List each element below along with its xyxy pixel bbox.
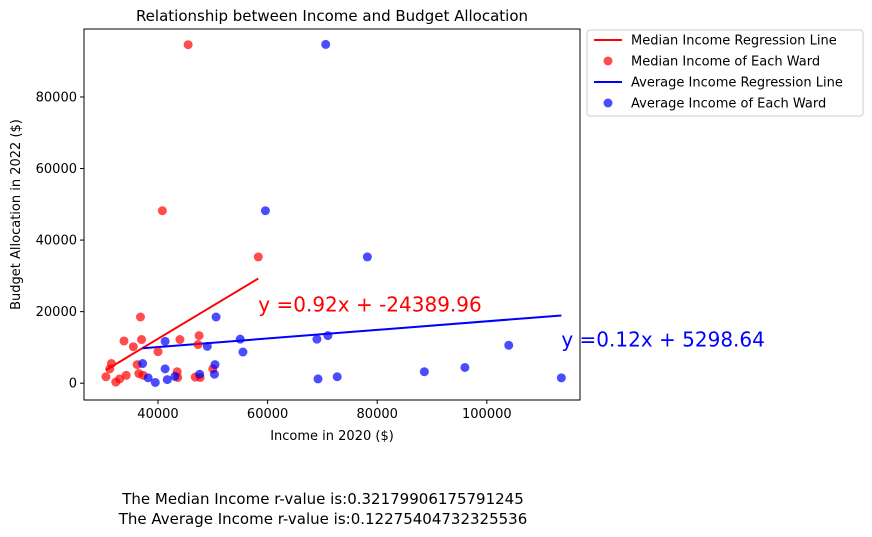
scatter-point (312, 334, 322, 344)
legend-label: Median Income of Each Ward (631, 55, 820, 70)
scatter-point (128, 342, 138, 352)
scatter-point (260, 206, 270, 216)
legend-label: Average Income of Each Ward (631, 97, 826, 112)
median-r-value-text: The Median Income r-value is:0.321799061… (122, 490, 524, 508)
regression-equation: y =0.92x + -24389.96 (258, 293, 481, 317)
scatter-point (175, 335, 185, 345)
legend-marker-swatch (603, 56, 613, 66)
scatter-point (238, 347, 248, 357)
scatter-point (143, 373, 153, 383)
scatter-point (121, 370, 131, 380)
scatter-point (193, 340, 203, 350)
scatter-point (253, 252, 263, 262)
x-axis-label: Income in 2020 ($) (270, 429, 394, 444)
legend-marker-swatch (603, 98, 613, 108)
scatter-point (153, 347, 163, 357)
scatter-point (323, 331, 333, 341)
scatter-point (157, 206, 167, 216)
y-tick-label: 40000 (36, 234, 77, 249)
regression-line (142, 314, 562, 350)
scatter-point (135, 312, 145, 322)
x-tick-label: 40000 (137, 407, 178, 422)
scatter-point (160, 336, 170, 346)
scatter-point (556, 373, 566, 383)
scatter-point (160, 364, 170, 374)
legend-label: Median Income Regression Line (631, 34, 837, 49)
scatter-point (362, 252, 372, 262)
legend-box (586, 29, 864, 117)
scatter-point (210, 360, 220, 370)
scatter-point (504, 340, 514, 350)
scatter-point (137, 335, 147, 345)
scatter-point (202, 341, 212, 351)
scatter-point (194, 331, 204, 341)
average-r-value-text: The Average Income r-value is:0.12275404… (118, 510, 528, 528)
y-tick-label: 80000 (36, 90, 77, 105)
scatter-point (195, 369, 205, 379)
scatter-point (119, 336, 129, 346)
x-tick-label: 80000 (357, 407, 398, 422)
regression-equation: y =0.12x + 5298.64 (561, 327, 765, 351)
y-axis-label: Budget Allocation in 2022 ($) (9, 119, 24, 310)
scatter-point (313, 374, 323, 384)
scatter-point (150, 377, 160, 387)
scatter-point (170, 371, 180, 381)
scatter-point (332, 372, 342, 382)
regression-line (105, 277, 259, 371)
scatter-point (101, 372, 111, 382)
scatter-point (162, 375, 172, 385)
scatter-point (106, 359, 116, 369)
scatter-point (115, 374, 125, 384)
scatter-point (321, 39, 331, 49)
legend-label: Average Income Regression Line (631, 76, 843, 91)
scatter-point (211, 312, 221, 322)
scatter-point (460, 362, 470, 372)
scatter-point (138, 359, 148, 369)
y-tick-label: 60000 (36, 162, 77, 177)
y-tick-label: 0 (69, 377, 77, 392)
scatter-point (235, 334, 245, 344)
scatter-point (183, 40, 193, 50)
x-tick-label: 60000 (247, 407, 288, 422)
plot-frame (83, 28, 581, 401)
scatter-point (419, 367, 429, 377)
scatter-point (209, 369, 219, 379)
y-tick-label: 20000 (36, 305, 77, 320)
x-tick-label: 100000 (462, 407, 512, 422)
chart-title: Relationship between Income and Budget A… (136, 7, 528, 25)
